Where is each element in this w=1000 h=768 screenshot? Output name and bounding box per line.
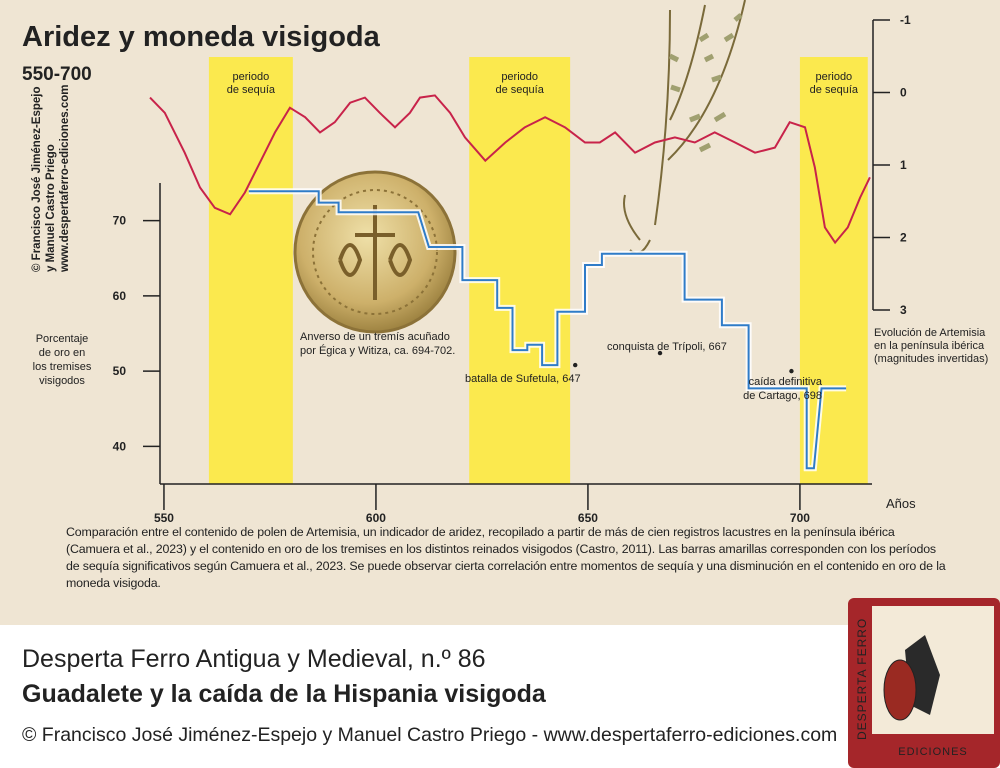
y2-tick-label: 1 [900,158,907,172]
coin-relief [338,205,413,300]
y2-tick-label: 3 [900,303,907,317]
chart-subtitle: 550-700 [22,64,92,85]
annotation: caída definitiva de Cartago, 698 [743,376,823,402]
series [149,94,871,472]
credit-line: www.despertaferro-ediciones.com [59,85,71,273]
y2-axis-label-line: Evolución de Artemisia [874,327,986,339]
x-axis-label: Años [886,496,916,511]
band-label: periodo de sequía [810,71,859,96]
band-label-line: periodo [501,71,538,83]
y-axis-label-line: visigodos [39,375,85,387]
plant-stem [623,0,746,255]
drought-band [799,57,868,484]
y2-tick-label: 0 [900,86,907,100]
annotation: conquista de Trípoli, 667 [607,341,727,353]
annotation-line: Anverso de un tremís acuñado [300,331,450,343]
logo: DESPERTA FERRO EDICIONES [848,598,1000,768]
annotation-line: caída definitiva [749,376,823,388]
credit: © Francisco José Jiménez-Espejo y Manuel … [31,85,71,273]
logo-text-bottom: EDICIONES [898,746,968,758]
annotation-dot [657,350,663,356]
drought-band [208,57,293,484]
series-line [149,94,871,245]
plant-leaves [668,13,743,153]
figure-caption: Comparación entre el contenido de polen … [66,525,946,590]
band-label-line: periodo [815,71,852,83]
y2-tick-label: -1 [900,13,911,27]
y-tick-label: 40 [113,439,127,453]
chart-title: Aridez y moneda visigoda [22,21,381,53]
y-axis-label-line: Porcentaje [36,333,89,345]
annotation: batalla de Sufetula, 647 [465,373,581,385]
drought-band [469,57,571,484]
annotation-line: de Cartago, 698 [743,390,822,402]
band-label-line: de sequía [227,84,276,96]
axes: 550 600 650 700 40 50 60 70 -1 0 1 2 3 [113,13,911,525]
series-line [248,190,847,470]
band-label-line: de sequía [810,84,859,96]
footer-background [0,625,1000,768]
y-tick-label: 70 [113,214,127,228]
x-tick-label: 550 [154,511,174,525]
plant-illustration [623,0,746,255]
y2-tick-label: 2 [900,231,907,245]
annotation-line: batalla de Sufetula, 647 [465,373,581,385]
y2-axis-label-line: en la península ibérica [874,340,985,352]
logo-shield [883,659,917,721]
band-label-line: de sequía [496,84,545,96]
credit-line: © Francisco José Jiménez-Espejo [31,86,43,272]
footer-line: Guadalete y la caída de la Hispania visi… [22,680,546,708]
annotation-dot [573,362,578,368]
coin-ring [312,189,438,315]
y-axis-label-line: los tremises [33,361,92,373]
annotation-dot [789,368,794,374]
band-label: periodo de sequía [227,71,276,96]
annotation-line: conquista de Trípoli, 667 [607,341,727,353]
y-axis-label: Porcentaje de oro en los tremises visigodos [33,333,92,387]
band-label: periodo de sequía [496,71,545,96]
credit-line: y Manuel Castro Priego [45,144,57,272]
annotation: Anverso de un tremís acuñado por Égica y … [300,331,455,357]
annotation-line: por Égica y Witiza, ca. 694-702. [300,344,455,357]
y2-axis-label: Evolución de Artemisia en la península ib… [874,327,988,365]
y-tick-label: 60 [113,289,127,303]
logo-text-top: DESPERTA FERRO [855,618,869,740]
band-label-line: periodo [233,71,270,83]
x-tick-label: 700 [790,511,810,525]
x-tick-label: 650 [578,511,598,525]
x-tick-label: 600 [366,511,386,525]
footer-line: Desperta Ferro Antigua y Medieval, n.º 8… [22,645,486,673]
footer-line: © Francisco José Jiménez-Espejo y Manuel… [22,724,838,746]
y-tick-label: 50 [113,364,127,378]
y2-axis-label-line: (magnitudes invertidas) [874,353,988,365]
y-axis-label-line: de oro en [39,347,85,359]
